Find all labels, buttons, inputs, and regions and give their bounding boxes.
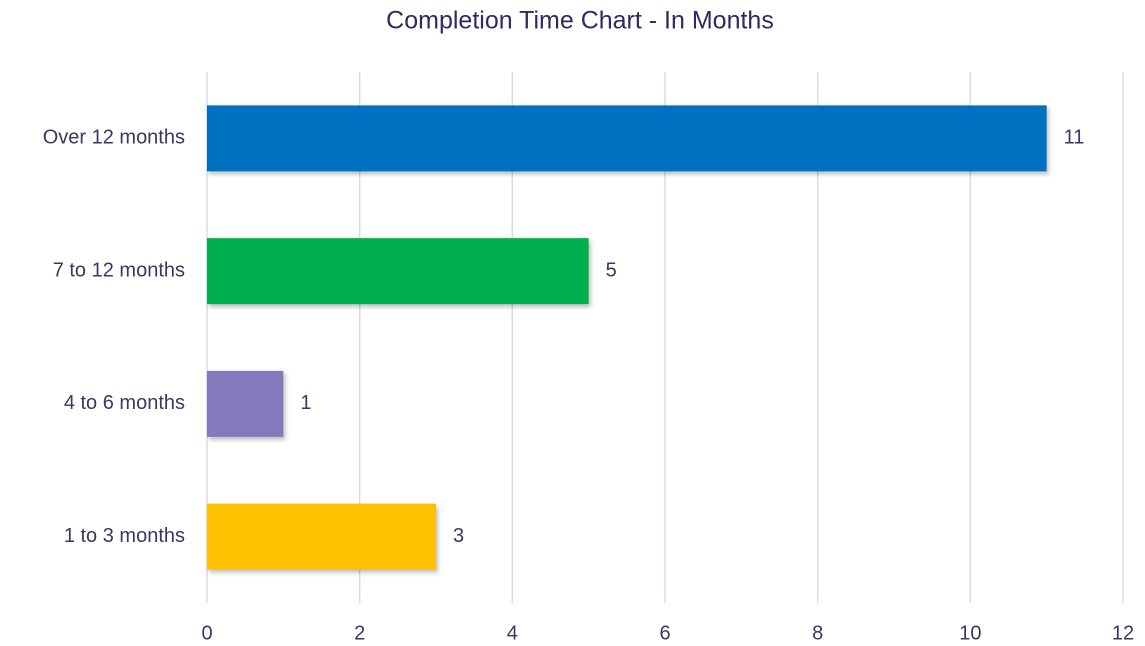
- bar: [207, 370, 284, 437]
- x-tick-label: 2: [354, 622, 365, 644]
- x-tick-label: 10: [959, 622, 981, 644]
- bar: [207, 105, 1047, 172]
- x-tick-label: 0: [201, 622, 212, 644]
- x-tick-label: 8: [812, 622, 823, 644]
- y-tick-label: 7 to 12 months: [53, 259, 185, 281]
- y-tick-label: 4 to 6 months: [64, 392, 185, 414]
- bar: [207, 238, 589, 305]
- x-tick-label: 4: [507, 622, 518, 644]
- y-tick-label: Over 12 months: [43, 127, 185, 149]
- data-label: 11: [1064, 127, 1085, 149]
- bar: [207, 503, 436, 570]
- data-label: 3: [453, 525, 464, 547]
- data-label: 1: [300, 392, 311, 414]
- y-tick-label: 1 to 3 months: [64, 525, 185, 547]
- chart-title: Completion Time Chart - In Months: [386, 7, 774, 35]
- x-tick-label: 6: [659, 622, 670, 644]
- data-label: 5: [606, 259, 617, 281]
- x-tick-label: 12: [1112, 622, 1134, 644]
